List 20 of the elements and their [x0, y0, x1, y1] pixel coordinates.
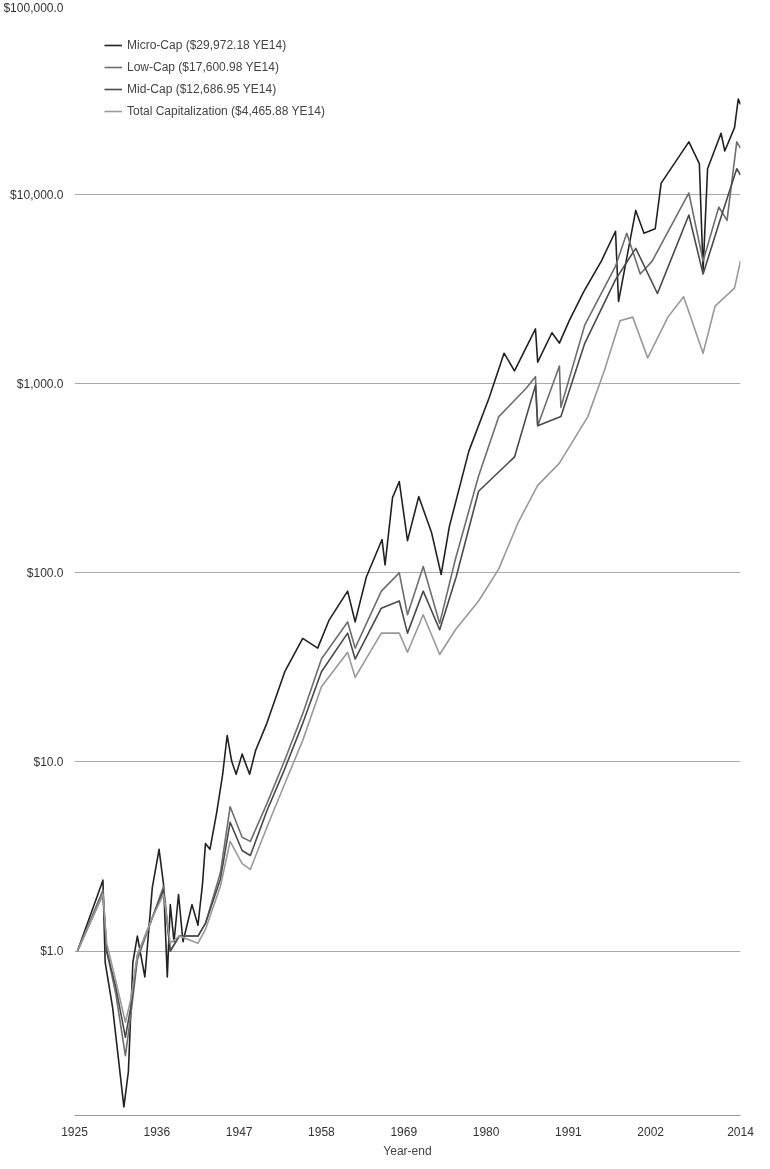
y-tick-label: $10.0: [33, 754, 64, 769]
y-tick-label: $1.0: [40, 944, 64, 959]
y-tick-label: $100,000.0: [3, 0, 64, 15]
x-tick-label: 2014: [727, 1124, 755, 1139]
legend-label: Micro-Cap ($29,972.18 YE14): [127, 38, 287, 52]
x-tick-label: 1980: [472, 1124, 500, 1139]
x-tick-label: 1947: [225, 1124, 253, 1139]
x-tick-label: 1969: [390, 1124, 418, 1139]
y-tick-label: $1,000.0: [16, 376, 64, 391]
y-tick-label: $100.0: [26, 565, 64, 580]
x-axis-title: Year-end: [383, 1143, 432, 1158]
x-tick-label: 2002: [637, 1124, 665, 1139]
legend-label: Mid-Cap ($12,686.95 YE14): [127, 82, 277, 96]
legend-label: Total Capitalization ($4,465.88 YE14): [127, 104, 325, 118]
x-tick-label: 1991: [555, 1124, 583, 1139]
y-tick-label: $10,000.0: [10, 187, 64, 202]
x-tick-label: 1925: [61, 1124, 89, 1139]
x-tick-label: 1936: [143, 1124, 171, 1139]
legend-label: Low-Cap ($17,600.98 YE14): [127, 60, 279, 74]
x-tick-label: 1958: [308, 1124, 336, 1139]
